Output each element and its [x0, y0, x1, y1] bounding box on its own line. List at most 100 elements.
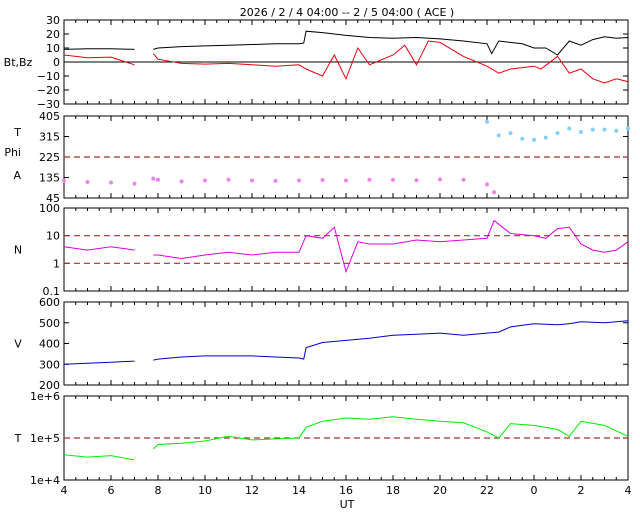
panel-4: 600 500 400 300 200 V: [14, 296, 629, 392]
y-tick-label: 1e+6: [30, 390, 60, 403]
x-tick-labels: 4 6 8 10 12 14 16 18 20 22 0 2 4: [61, 484, 632, 497]
data-point-alpha: [344, 178, 348, 183]
data-point-alpha: [414, 178, 419, 183]
data-point-temp_alpha: [543, 135, 548, 140]
panel-2: 405 315 225 135 45 T Phi A: [4, 110, 630, 205]
series-line-bt: [153, 30, 629, 56]
y-tick-label: 30: [46, 14, 60, 27]
y-tick-label: 400: [39, 338, 60, 351]
data-point-alpha: [297, 178, 301, 183]
data-point-alpha: [492, 190, 497, 195]
series-line-bz: [63, 54, 135, 66]
y-tick-label: 500: [39, 317, 60, 330]
y-tick-label: −10: [37, 70, 60, 83]
y-tick-label: 600: [39, 296, 60, 309]
series-line-density: [63, 246, 135, 251]
y-tick-label: 1: [53, 257, 60, 270]
data-point-alpha: [391, 177, 395, 182]
y-tick-label: 100: [39, 202, 60, 215]
y-axis-label: A: [13, 169, 21, 182]
y-axis-label: T: [14, 432, 22, 445]
y-tick-label: 315: [39, 131, 60, 144]
data-point-alpha: [250, 178, 254, 183]
data-point-temp_alpha: [579, 129, 583, 134]
x-tick-label: 12: [245, 484, 259, 497]
data-point-alpha: [109, 180, 113, 185]
chart-title: 2026 / 2 / 4 04:00 -- 2 / 5 04:00 ( ACE …: [240, 6, 454, 19]
data-point-temp_alpha: [555, 131, 560, 136]
y-tick-label: 20: [46, 28, 60, 41]
x-tick-label: 2: [578, 484, 585, 497]
y-tick-label: 0.1: [43, 285, 61, 298]
x-tick-label: 22: [480, 484, 494, 497]
y-axis-label: T: [13, 126, 21, 139]
series-line-velocity: [153, 320, 629, 361]
y-tick-label: 10: [46, 230, 60, 243]
x-tick-label: 4: [61, 484, 68, 497]
x-tick-label: 4: [625, 484, 632, 497]
panel-5: 1e+6 1e+5 1e+4 T: [14, 390, 629, 487]
x-tick-label: 18: [386, 484, 400, 497]
y-tick-label: −20: [37, 84, 60, 97]
data-point-temp_alpha: [614, 128, 619, 133]
panel-frame: [63, 207, 629, 292]
y-tick-label: 10: [46, 42, 60, 55]
y-tick-label: 225: [39, 151, 60, 164]
data-point-temp_alpha: [532, 137, 536, 142]
panel-3: 100 10 1 0.1 N: [14, 202, 629, 298]
series-line-temperature: [152, 416, 629, 450]
y-tick-label: 45: [46, 192, 60, 205]
data-point-alpha: [156, 177, 160, 182]
y-tick-label: 200: [39, 379, 60, 392]
y-tick-label: 405: [39, 110, 60, 123]
y-axis-label: N: [14, 244, 22, 257]
data-point-alpha: [461, 177, 466, 182]
panel-frame: [63, 301, 629, 386]
data-point-temp_alpha: [590, 127, 595, 132]
series-line-velocity: [63, 360, 135, 365]
data-point-temp_alpha: [485, 119, 489, 124]
data-point-alpha: [226, 177, 231, 182]
x-tick-label: 10: [198, 484, 212, 497]
x-tick-label: 14: [292, 484, 306, 497]
data-point-alpha: [132, 181, 137, 186]
data-point-alpha: [438, 177, 442, 182]
data-point-temp_alpha: [496, 133, 501, 138]
y-axis-label: Phi: [4, 146, 21, 159]
data-point-temp_alpha: [567, 126, 572, 131]
data-point-temp_alpha: [626, 126, 630, 131]
y-axis-label: V: [14, 338, 22, 351]
series-line-bt: [63, 48, 135, 50]
data-point-alpha: [203, 178, 207, 183]
data-point-temp_alpha: [520, 136, 525, 141]
x-tick-label: 8: [155, 484, 162, 497]
data-point-temp_alpha: [508, 131, 513, 136]
y-tick-label: 135: [39, 172, 60, 185]
data-point-alpha: [85, 180, 90, 185]
data-point-alpha: [62, 178, 66, 183]
y-tick-label: −30: [37, 98, 60, 111]
y-axis-label: Bt,Bz: [4, 56, 33, 69]
data-point-temp_alpha: [602, 127, 607, 132]
x-axis-label: UT: [340, 498, 355, 511]
data-point-alpha: [485, 182, 489, 187]
series-line-density: [153, 219, 629, 274]
series-line-bz: [152, 40, 629, 84]
data-point-alpha: [320, 178, 325, 183]
y-tick-label: 0: [53, 56, 60, 69]
x-tick-label: 20: [433, 484, 447, 497]
data-point-alpha: [273, 178, 278, 183]
y-tick-label: 300: [39, 358, 60, 371]
x-tick-label: 16: [339, 484, 353, 497]
data-point-alpha: [367, 177, 372, 182]
y-tick-label: 1e+5: [30, 432, 60, 445]
data-point-alpha: [179, 179, 184, 184]
panels: 3020100−10−20−30Bt,Bz40531522513545TPhiA…: [4, 14, 630, 487]
series-line-temperature: [63, 454, 135, 461]
x-tick-label: 6: [108, 484, 115, 497]
data-point-alpha: [151, 176, 156, 181]
y-tick-label: 1e+4: [30, 474, 60, 487]
x-tick-label: 0: [531, 484, 538, 497]
